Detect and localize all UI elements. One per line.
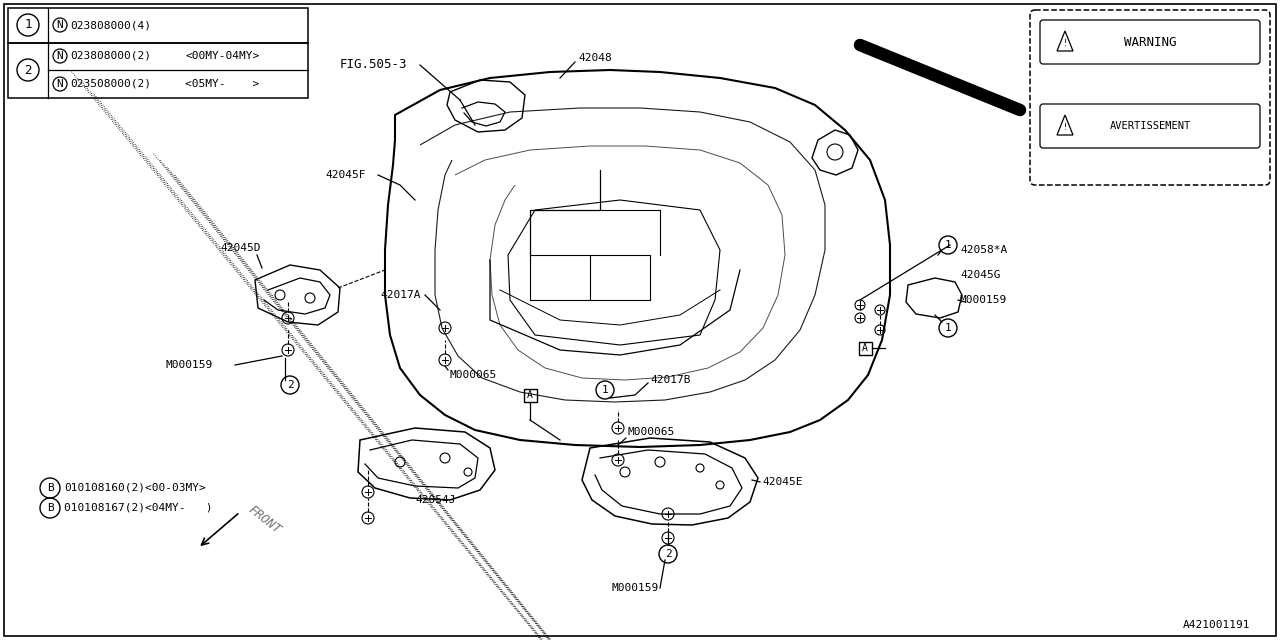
Text: 1: 1 xyxy=(24,19,32,31)
Text: <00MY-04MY>: <00MY-04MY> xyxy=(186,51,260,61)
Text: 023808000(4): 023808000(4) xyxy=(70,20,151,30)
Bar xyxy=(8,43,308,98)
Text: FRONT: FRONT xyxy=(246,503,284,537)
Text: !: ! xyxy=(1062,40,1068,49)
Text: N: N xyxy=(56,20,64,30)
Text: M000159: M000159 xyxy=(960,295,1007,305)
Bar xyxy=(524,389,538,402)
Text: 010108167(2)<04MY-   ): 010108167(2)<04MY- ) xyxy=(64,503,212,513)
Text: 42045D: 42045D xyxy=(220,243,261,253)
Text: AVERTISSEMENT: AVERTISSEMENT xyxy=(1110,121,1190,131)
Text: 010108160(2)<00-03MY>: 010108160(2)<00-03MY> xyxy=(64,483,206,493)
Text: 2: 2 xyxy=(287,380,293,390)
Text: 1: 1 xyxy=(945,323,951,333)
Text: WARNING: WARNING xyxy=(1124,35,1176,49)
Text: M000159: M000159 xyxy=(165,360,212,370)
Text: 42045G: 42045G xyxy=(960,270,1001,280)
Text: A: A xyxy=(527,390,532,400)
Text: A421001191: A421001191 xyxy=(1183,620,1251,630)
Text: 42045E: 42045E xyxy=(762,477,803,487)
Bar xyxy=(8,8,308,43)
Text: 42017B: 42017B xyxy=(650,375,690,385)
Text: M000159: M000159 xyxy=(612,583,659,593)
Text: 1: 1 xyxy=(602,385,608,395)
Text: 023808000(2): 023808000(2) xyxy=(70,51,151,61)
Text: 42054J: 42054J xyxy=(415,495,456,505)
Text: 1: 1 xyxy=(945,240,951,250)
Text: !: ! xyxy=(1062,124,1068,132)
Text: M000065: M000065 xyxy=(628,427,676,437)
Text: 023508000(2): 023508000(2) xyxy=(70,79,151,89)
Text: <05MY-    >: <05MY- > xyxy=(186,79,260,89)
Text: B: B xyxy=(46,503,54,513)
Text: 42045F: 42045F xyxy=(325,170,366,180)
Text: N: N xyxy=(56,51,64,61)
Text: B: B xyxy=(46,483,54,493)
Text: 42048: 42048 xyxy=(579,53,612,63)
Text: 42058*A: 42058*A xyxy=(960,245,1007,255)
Text: 2: 2 xyxy=(664,549,672,559)
Bar xyxy=(859,342,872,355)
Text: A: A xyxy=(861,343,868,353)
Text: N: N xyxy=(56,79,64,89)
Text: 42017A: 42017A xyxy=(380,290,421,300)
Text: FIG.505-3: FIG.505-3 xyxy=(340,58,407,72)
Text: 2: 2 xyxy=(24,63,32,77)
Text: M000065: M000065 xyxy=(451,370,497,380)
